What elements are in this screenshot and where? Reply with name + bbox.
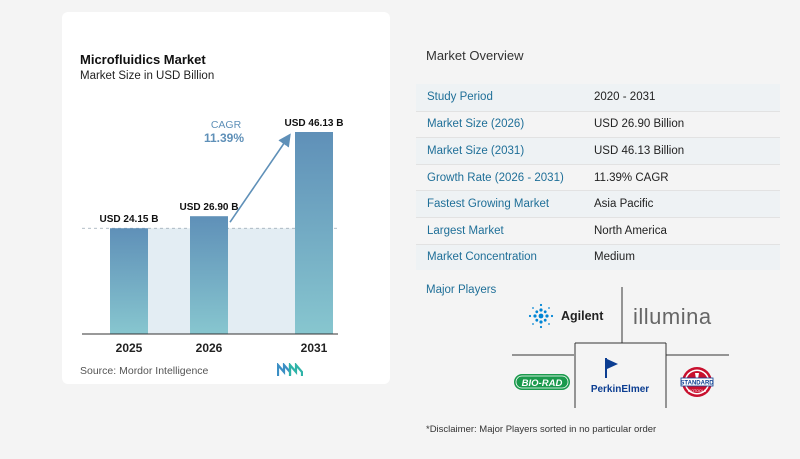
overview-row-label: Largest Market — [427, 224, 504, 237]
cagr-arrow — [229, 133, 291, 223]
cagr-value: 11.39% — [204, 131, 244, 145]
overview-row: Fastest Growing Market Asia Pacific — [416, 190, 780, 217]
bar-2025 — [110, 228, 148, 334]
bar-2026 — [190, 216, 228, 334]
biorad-logo-text: BIO-RAD — [522, 378, 563, 389]
overview-row-value: USD 26.90 Billion — [594, 118, 685, 131]
overview-row: Study Period 2020 - 2031 — [416, 84, 780, 111]
agilent-logo-text: Agilent — [561, 309, 604, 323]
bar-2031 — [295, 132, 333, 334]
overview-row-value: 11.39% CAGR — [594, 171, 669, 184]
bar-value-label: USD 24.15 B — [100, 214, 159, 225]
overview-row-label: Growth Rate (2026 - 2031) — [427, 171, 564, 184]
overview-row-label: Study Period — [427, 91, 493, 104]
perkinelmer-flag-icon — [605, 358, 618, 378]
chart-card: Microfluidics Market Market Size in USD … — [62, 12, 390, 384]
cagr-label: CAGR — [211, 119, 242, 131]
overview-title: Market Overview — [426, 48, 524, 63]
overview-row-value: USD 46.13 Billion — [594, 144, 685, 157]
bar-chart: USD 24.15 B 2025 USD 26.90 B 2026 USD 46.13 … — [82, 118, 344, 355]
disclaimer-text: *Disclaimer: Major Players sorted in no … — [426, 424, 657, 435]
overview-row: Largest Market North America — [416, 216, 780, 244]
biorad-badge: BIO-RAD — [514, 374, 570, 390]
overview-row-label: Market Size (2031) — [427, 144, 525, 157]
chart-subtitle: Market Size in USD Billion — [80, 70, 215, 82]
overview-row: Growth Rate (2026 - 2031) 11.39% CAGR — [416, 163, 780, 191]
overview-table: Study Period 2020 - 2031 Market Size (202… — [416, 84, 780, 271]
x-tick-label: 2026 — [196, 341, 223, 355]
standard-logo-text: STANDARD — [680, 381, 714, 387]
biotools-logo-text: BIOTOOLS — [688, 389, 707, 393]
overview-row-value: Medium — [594, 251, 635, 264]
overview-row: Market Size (2031) USD 46.13 Billion — [416, 137, 780, 164]
perkinelmer-logo-text: PerkinElmer — [591, 384, 649, 395]
overview-row-label: Market Concentration — [427, 251, 537, 264]
standard-biotools-seal: STANDARD BIOTOOLS — [680, 367, 714, 397]
overview-row-label: Market Size (2026) — [427, 118, 525, 131]
chart-title: Microfluidics Market — [80, 52, 206, 67]
overview-row-value: North America — [594, 224, 667, 237]
mordor-logo-icon — [277, 363, 303, 376]
overview-row: Market Concentration Medium — [416, 243, 780, 271]
overview-row-label: Fastest Growing Market — [427, 198, 550, 211]
source-text: Source: Mordor Intelligence — [80, 365, 209, 377]
illumina-logo-text: illumina — [633, 304, 712, 329]
agilent-spark-icon — [528, 303, 554, 329]
players-title: Major Players — [426, 284, 497, 296]
bar-value-label: USD 26.90 B — [180, 202, 239, 213]
overview-row-value: Asia Pacific — [594, 198, 654, 211]
bar-value-label: USD 46.13 B — [285, 118, 344, 129]
x-tick-label: 2025 — [116, 341, 143, 355]
overview-row-value: 2020 - 2031 — [594, 91, 656, 104]
overview-row: Market Size (2026) USD 26.90 Billion — [416, 110, 780, 138]
x-tick-label: 2031 — [301, 341, 328, 355]
